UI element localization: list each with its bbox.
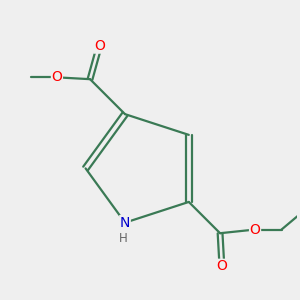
Text: O: O — [52, 70, 62, 84]
Text: O: O — [250, 223, 260, 236]
Text: O: O — [94, 39, 105, 53]
Text: H: H — [119, 232, 128, 244]
Text: O: O — [217, 259, 227, 273]
Text: N: N — [120, 216, 130, 230]
